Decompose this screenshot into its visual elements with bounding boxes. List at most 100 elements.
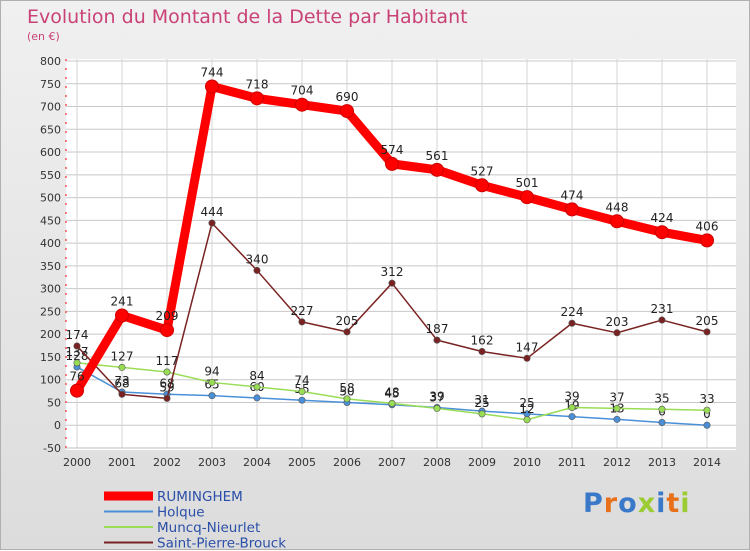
y-tick-label: 200 — [40, 328, 61, 341]
logo-letter: i — [656, 488, 666, 519]
x-tick-label: 2000 — [63, 456, 91, 469]
data-label-saint-pierre-brouck: 162 — [471, 333, 494, 347]
data-point-ruminghem — [341, 105, 354, 118]
data-label-saint-pierre-brouck: 147 — [516, 340, 539, 354]
data-point-saint-pierre-brouck — [389, 280, 395, 286]
data-point-saint-pierre-brouck — [704, 329, 710, 335]
y-tick-label: 50 — [47, 396, 61, 409]
data-label-saint-pierre-brouck: 59 — [159, 380, 174, 394]
data-point-muncq-nieurlet — [434, 405, 440, 411]
data-point-ruminghem — [251, 92, 264, 105]
data-point-holque — [704, 422, 710, 428]
logo-letter: t — [666, 488, 680, 519]
y-tick-label: 450 — [40, 214, 61, 227]
data-point-holque — [254, 395, 260, 401]
data-label-ruminghem: 561 — [426, 149, 449, 163]
data-point-holque — [209, 392, 215, 398]
data-label-muncq-nieurlet: 94 — [204, 364, 219, 378]
data-point-holque — [569, 413, 575, 419]
data-label-saint-pierre-brouck: 187 — [426, 322, 449, 336]
y-tick-label: 500 — [40, 192, 61, 205]
x-tick-label: 2014 — [693, 456, 721, 469]
data-label-muncq-nieurlet: 74 — [294, 374, 309, 388]
x-tick-label: 2001 — [108, 456, 136, 469]
data-point-saint-pierre-brouck — [164, 395, 170, 401]
data-label-saint-pierre-brouck: 444 — [201, 205, 224, 219]
data-label-saint-pierre-brouck: 68 — [114, 376, 129, 390]
data-label-ruminghem: 527 — [471, 164, 494, 178]
data-label-muncq-nieurlet: 37 — [429, 390, 444, 404]
y-tick-label: 750 — [40, 78, 61, 91]
y-tick-label: 250 — [40, 305, 61, 318]
data-point-saint-pierre-brouck — [74, 343, 80, 349]
x-tick-label: 2005 — [288, 456, 316, 469]
data-label-ruminghem: 424 — [651, 211, 674, 225]
data-label-saint-pierre-brouck: 224 — [561, 305, 584, 319]
data-point-ruminghem — [701, 234, 714, 247]
x-tick-label: 2008 — [423, 456, 451, 469]
data-label-ruminghem: 501 — [516, 176, 539, 190]
logo-letter: x — [638, 488, 656, 519]
x-tick-label: 2004 — [243, 456, 271, 469]
data-point-muncq-nieurlet — [389, 400, 395, 406]
data-label-ruminghem: 474 — [561, 188, 584, 202]
y-tick-label: 300 — [40, 283, 61, 296]
data-label-saint-pierre-brouck: 231 — [651, 302, 674, 316]
data-point-saint-pierre-brouck — [119, 391, 125, 397]
data-label-muncq-nieurlet: 35 — [654, 391, 669, 405]
data-point-muncq-nieurlet — [254, 384, 260, 390]
x-tick-label: 2012 — [603, 456, 631, 469]
logo-letter: r — [604, 488, 618, 519]
logo-letter: i — [680, 488, 690, 519]
data-label-ruminghem: 574 — [381, 143, 404, 157]
data-label-ruminghem: 744 — [201, 65, 224, 79]
y-tick-label: 150 — [40, 351, 61, 364]
data-point-saint-pierre-brouck — [524, 355, 530, 361]
data-point-saint-pierre-brouck — [659, 317, 665, 323]
x-tick-label: 2010 — [513, 456, 541, 469]
y-tick-label: 0 — [54, 419, 61, 432]
y-tick-label: -50 — [43, 442, 61, 455]
y-tick-label: 600 — [40, 146, 61, 159]
data-point-saint-pierre-brouck — [299, 319, 305, 325]
y-tick-label: 350 — [40, 260, 61, 273]
data-label-muncq-nieurlet: 39 — [564, 389, 579, 403]
data-point-muncq-nieurlet — [659, 406, 665, 412]
data-point-muncq-nieurlet — [74, 360, 80, 366]
data-label-ruminghem: 448 — [606, 200, 629, 214]
y-tick-label: 400 — [40, 237, 61, 250]
logo-letter: o — [618, 488, 638, 519]
data-point-ruminghem — [386, 157, 399, 170]
data-label-muncq-nieurlet: 48 — [384, 385, 399, 399]
data-point-muncq-nieurlet — [164, 369, 170, 375]
data-label-saint-pierre-brouck: 312 — [381, 265, 404, 279]
data-point-ruminghem — [116, 309, 129, 322]
data-point-ruminghem — [431, 163, 444, 176]
data-label-muncq-nieurlet: 25 — [474, 396, 489, 410]
data-point-saint-pierre-brouck — [344, 329, 350, 335]
data-point-saint-pierre-brouck — [254, 267, 260, 273]
legend-label-holque: Holque — [157, 505, 205, 521]
data-label-muncq-nieurlet: 84 — [249, 369, 264, 383]
data-point-holque — [614, 416, 620, 422]
data-point-muncq-nieurlet — [614, 405, 620, 411]
data-point-muncq-nieurlet — [299, 388, 305, 394]
data-point-ruminghem — [161, 324, 174, 337]
data-point-ruminghem — [296, 98, 309, 111]
data-label-saint-pierre-brouck: 203 — [606, 315, 629, 329]
data-label-ruminghem: 690 — [336, 90, 359, 104]
data-point-muncq-nieurlet — [209, 379, 215, 385]
legend-label-saint-pierre-brouck: Saint-Pierre-Brouck — [157, 536, 286, 551]
logo-letter: P — [583, 488, 604, 519]
legend-label-ruminghem: RUMINGHEM — [157, 489, 243, 505]
data-point-saint-pierre-brouck — [434, 337, 440, 343]
y-tick-label: 100 — [40, 374, 61, 387]
data-point-saint-pierre-brouck — [209, 220, 215, 226]
data-label-saint-pierre-brouck: 174 — [66, 328, 89, 342]
data-label-muncq-nieurlet: 127 — [111, 349, 134, 363]
data-label-ruminghem: 209 — [156, 309, 179, 323]
y-tick-label: 800 — [40, 55, 61, 68]
data-label-ruminghem: 718 — [246, 77, 269, 91]
data-point-holque — [659, 419, 665, 425]
